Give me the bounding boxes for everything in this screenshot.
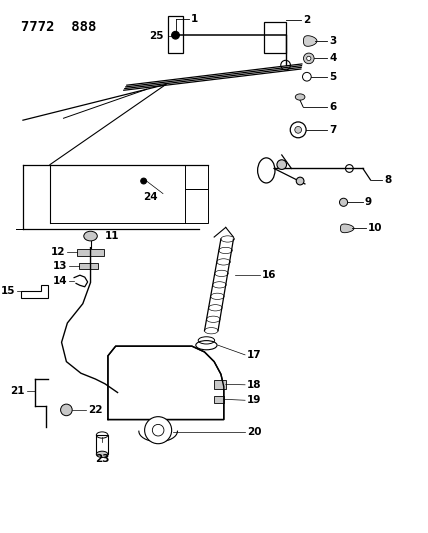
Text: 4: 4 — [329, 53, 336, 63]
Text: 22: 22 — [88, 405, 102, 415]
Text: 19: 19 — [247, 395, 262, 405]
Text: 7772  888: 7772 888 — [21, 20, 96, 34]
Bar — [265, 22, 285, 53]
Bar — [77, 249, 104, 256]
Circle shape — [339, 198, 348, 206]
Ellipse shape — [258, 158, 275, 183]
Bar — [79, 263, 98, 269]
Polygon shape — [303, 36, 317, 46]
Text: 2: 2 — [303, 15, 310, 25]
Polygon shape — [21, 285, 48, 298]
Text: 6: 6 — [329, 102, 336, 112]
Text: 12: 12 — [51, 247, 65, 257]
Bar — [185, 165, 208, 189]
Circle shape — [296, 177, 304, 185]
Text: 20: 20 — [247, 427, 262, 437]
Bar — [214, 396, 224, 403]
Text: 9: 9 — [365, 197, 372, 207]
Text: 17: 17 — [247, 350, 262, 360]
Text: 8: 8 — [384, 175, 391, 185]
Circle shape — [303, 53, 314, 64]
Text: 23: 23 — [95, 454, 110, 464]
Bar — [96, 435, 108, 454]
Text: 10: 10 — [368, 223, 382, 233]
Text: 13: 13 — [53, 261, 67, 271]
Ellipse shape — [295, 94, 305, 100]
Polygon shape — [340, 224, 354, 233]
Text: 15: 15 — [1, 286, 15, 296]
Bar — [214, 380, 226, 389]
Text: 11: 11 — [105, 231, 119, 241]
Bar — [168, 16, 183, 53]
Polygon shape — [108, 346, 224, 419]
Circle shape — [145, 417, 172, 443]
Circle shape — [277, 160, 287, 169]
Text: 1: 1 — [191, 14, 198, 24]
Text: 14: 14 — [53, 277, 67, 286]
Text: 24: 24 — [143, 192, 158, 203]
Circle shape — [141, 178, 146, 184]
Text: 18: 18 — [247, 380, 262, 390]
Text: 16: 16 — [262, 270, 276, 280]
Text: 5: 5 — [329, 72, 336, 82]
Text: 7: 7 — [329, 125, 336, 135]
Text: 3: 3 — [329, 36, 336, 46]
Ellipse shape — [96, 451, 108, 457]
Ellipse shape — [84, 231, 97, 241]
Text: 21: 21 — [10, 385, 25, 395]
Circle shape — [61, 404, 72, 416]
Bar — [185, 189, 208, 223]
Circle shape — [172, 31, 179, 39]
Circle shape — [307, 56, 311, 61]
Circle shape — [295, 126, 302, 133]
Text: 25: 25 — [149, 31, 164, 41]
